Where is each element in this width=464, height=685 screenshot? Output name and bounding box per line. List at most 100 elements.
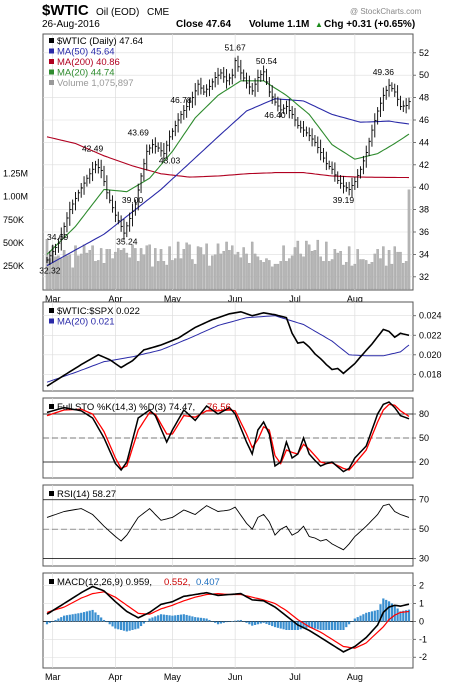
macd-hist-bar	[356, 617, 359, 622]
chart-date: 26-Aug-2016	[42, 19, 100, 30]
macd-legend-label: MACD(12,26,9) 0.959,	[57, 577, 152, 588]
price-tick-label: 34	[419, 249, 429, 259]
price-annotations: 34.69 32.32 42.49 39.00 35.24 43.69 46.78 43.03…	[39, 43, 394, 276]
macd-hist-bar	[162, 614, 165, 622]
macd-hist-bar	[154, 616, 157, 622]
volume-bar	[165, 264, 168, 290]
volume-bar	[305, 240, 308, 290]
macd-hist-bar	[262, 621, 265, 623]
macd-hist-bar	[139, 621, 143, 627]
volume-bar	[85, 252, 89, 290]
volume-bar	[199, 247, 203, 290]
volume-bar	[393, 246, 396, 290]
stoch-legend: Full STO %K(14,3) %D(3) 74.47, 76.56	[49, 402, 231, 413]
macd-hist-bar	[97, 614, 100, 622]
ma50-line	[46, 98, 410, 267]
price-annotation: 39.19	[333, 195, 355, 205]
macd-hist-bar	[122, 621, 126, 631]
volume-bar	[407, 189, 411, 290]
price-tick-label: 46	[419, 115, 429, 125]
macd-hist-bar	[376, 609, 379, 622]
volume-bar	[302, 256, 305, 290]
ratio-legend-label: MA(20) 0.021	[57, 317, 115, 328]
x-axis-label: Jun	[228, 294, 243, 304]
volume-bar	[233, 254, 237, 290]
macd-hist-bar	[339, 621, 342, 630]
volume-bar	[396, 251, 399, 290]
chart-panels: 32 34 36 38 40 42 44 46 48 50 52 1.25M 1.00M 750K 500K…	[3, 33, 442, 682]
price-annotation: 39.00	[122, 195, 144, 205]
legend-swatch	[49, 48, 54, 54]
volume-bar	[171, 260, 174, 290]
macd-hist-bar	[313, 621, 317, 629]
volume-bar	[350, 265, 354, 290]
macd-hist-bar	[77, 613, 80, 622]
macd-hist-bar	[222, 621, 225, 623]
volume-bar	[65, 255, 69, 290]
symbol-title: $WTIC	[42, 2, 89, 19]
macd-hist-bar	[185, 614, 188, 622]
volume-bar	[97, 260, 100, 290]
volume-bar	[370, 262, 374, 290]
ma20-line	[46, 80, 410, 255]
legend-swatch	[49, 59, 54, 64]
macd-hist-bar	[316, 621, 319, 630]
price-annotation: 43.03	[159, 156, 181, 166]
rsi-legend: RSI(14) 58.27	[49, 489, 116, 500]
volume-bar	[239, 257, 243, 290]
macd-hist-bar	[330, 621, 334, 630]
macd-hist-bar	[348, 621, 351, 625]
volume-bar	[327, 261, 331, 290]
volume-bar	[119, 250, 123, 290]
macd-hist-bar	[54, 619, 57, 622]
volume-bar	[205, 243, 208, 290]
volume-bar	[122, 248, 126, 290]
volume-bar	[376, 249, 379, 290]
macd-hist-bar	[282, 621, 285, 630]
x-axis-label: Aug	[347, 294, 363, 304]
macd-tick-label: 2	[419, 581, 424, 591]
ratio-tick-label: 0.020	[419, 350, 442, 360]
macd-hist-bar	[353, 618, 356, 622]
volume-bar	[168, 246, 171, 290]
volume-bar	[148, 244, 151, 290]
volume-bar	[333, 249, 337, 290]
price-tick-label: 48	[419, 93, 429, 103]
macd-hist-bar	[128, 621, 131, 631]
macd-hist-bar	[211, 621, 214, 622]
x-axis-label-bottom: Jun	[228, 672, 243, 682]
macd-hist-bar	[310, 621, 314, 628]
macd-hist-bar	[328, 621, 331, 630]
rsi-vgrid	[52, 485, 356, 566]
volume-bar	[322, 261, 325, 290]
x-axis: Mar Mar Apr Apr May May Jun Jun Jul Jul Aug Aug	[45, 294, 363, 682]
volume-bar	[68, 254, 72, 290]
ma200-line	[46, 136, 410, 179]
legend-swatch	[49, 491, 54, 496]
volume-bar	[316, 239, 320, 290]
rsi-line	[46, 503, 410, 551]
macd-hist-bar	[85, 611, 89, 622]
macd-hist-bar	[276, 621, 279, 628]
macd-hist-bar	[242, 621, 245, 622]
price-annotation: 42.49	[82, 143, 104, 153]
stoch-tick-label: 50	[419, 433, 429, 443]
ratio-legend-label: $WTIC:$SPX 0.022	[57, 306, 140, 317]
volume-bar	[353, 263, 357, 290]
price-legend-label: Volume 1,075,897	[57, 78, 134, 89]
volume-bar	[57, 255, 60, 290]
volume-bar	[382, 246, 385, 290]
rsi-legend-label: RSI(14) 58.27	[57, 489, 116, 500]
price-annotation: 51.67	[224, 43, 246, 53]
macd-hist-bar	[370, 611, 374, 622]
volume-bar	[242, 247, 245, 290]
volume-bar	[94, 261, 97, 290]
macd-hist-bar	[253, 621, 257, 625]
volume-bar	[188, 244, 191, 290]
volume-bar	[71, 267, 74, 290]
stoch-tick-label: 20	[419, 457, 429, 467]
volume-bar	[54, 256, 57, 290]
macd-hist-bar	[393, 605, 396, 622]
volume-value: Volume 1.1M	[249, 19, 309, 30]
volume-bar	[219, 253, 223, 290]
